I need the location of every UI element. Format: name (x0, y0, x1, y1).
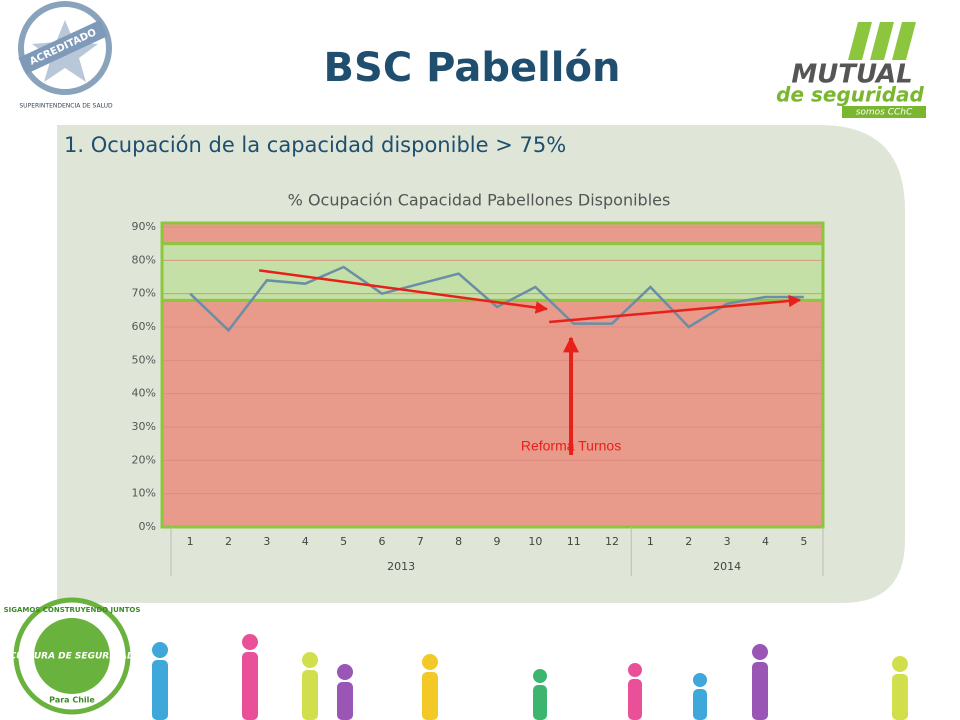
slide-title: BSC Pabellón (324, 45, 621, 91)
data-line (189, 265, 804, 333)
x-tick-label: 10 (528, 535, 542, 548)
heading: 1. Ocupación de la capacidad disponible … (64, 133, 566, 157)
y-tick-label: 40% (132, 387, 156, 400)
mutual-sub: de seguridad (776, 83, 924, 107)
x-tick-label: 5 (800, 535, 807, 548)
x-tick-label: 2 (225, 535, 232, 548)
trend-arrow (259, 269, 549, 314)
x-tick-label: 2 (685, 535, 692, 548)
x-tick-label: 9 (494, 535, 501, 548)
chart: 0%10%20%30%40%50%60%70%80%90%1 2 3 4 5 6 7 8 9 10… (132, 220, 825, 576)
target-band (160, 242, 825, 302)
x-tick-label: 4 (302, 535, 309, 548)
trend-arrow (549, 294, 802, 324)
x-tick-label: 6 (378, 535, 385, 548)
x-tick-label: 8 (455, 535, 462, 548)
x-tick-label: 1 (647, 535, 654, 548)
x-tick-label: 1 (187, 535, 194, 548)
y-tick-label: 30% (132, 420, 156, 433)
mutual-logo: MUTUAL de seguridad somos CChC (776, 22, 926, 118)
group-label: 2013 (387, 560, 415, 573)
mutual-tag: somos CChC (856, 108, 913, 118)
plot-border (160, 221, 825, 529)
accreditation-logo: ACREDITADO SUPERINTENDENCIA DE SALUD (18, 1, 113, 110)
group-label: 2014 (713, 560, 741, 573)
culture-logo: SIGAMOS CONSTRUYENDO JUNTOS CULTURA DE S… (4, 597, 141, 715)
y-tick-label: 50% (132, 353, 156, 366)
superintendencia-text: SUPERINTENDENCIA DE SALUD (19, 103, 113, 110)
x-tick-label: 3 (263, 535, 270, 548)
culture-sub: Para Chile (49, 696, 95, 705)
y-tick-label: 80% (132, 253, 156, 266)
y-tick-label: 20% (132, 453, 156, 466)
culture-ring: SIGAMOS CONSTRUYENDO JUNTOS (4, 606, 141, 614)
x-tick-label: 7 (417, 535, 424, 548)
y-tick-label: 10% (132, 487, 156, 500)
chart-title: % Ocupación Capacidad Pabellones Disponi… (288, 191, 671, 210)
mutual-text: MUTUAL (791, 60, 912, 90)
culture-text: CULTURA DE SEGURIDAD (10, 652, 135, 662)
crowd-illustration (152, 634, 908, 720)
x-tick-label: 3 (724, 535, 731, 548)
x-tick-label: 4 (762, 535, 769, 548)
annotation-text: Reforma Turnos (521, 438, 621, 454)
x-tick-label: 11 (567, 535, 581, 548)
y-tick-label: 0% (139, 520, 156, 533)
x-tick-label: 12 (605, 535, 619, 548)
x-tick-label: 5 (340, 535, 347, 548)
y-tick-label: 70% (132, 287, 156, 300)
y-tick-label: 60% (132, 320, 156, 333)
y-tick-label: 90% (132, 220, 156, 233)
